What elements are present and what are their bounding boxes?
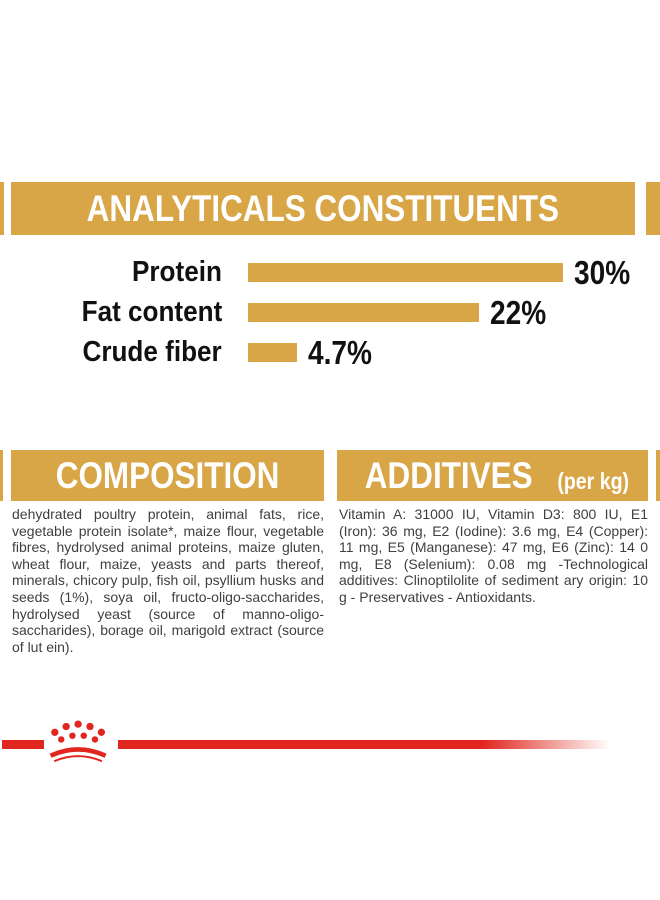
gold-edge-sliver-right xyxy=(646,182,660,235)
analytical-constituents-chart: Protein 30% Fat content 22% Crude fiber 4.7% xyxy=(0,0,660,420)
chart-category-label: Protein xyxy=(132,256,222,288)
chart-bar xyxy=(248,263,563,282)
chart-value-label: 22% xyxy=(490,293,547,331)
chart-category-label: Fat content xyxy=(81,296,222,328)
chart-row-crude-fiber: Crude fiber 4.7% xyxy=(0,334,660,371)
composition-title: COMPOSITION xyxy=(55,454,280,496)
brand-rule-fading-segment xyxy=(118,740,610,749)
analyticals-constituents-banner: ANALYTICALS CONSTITUENTS xyxy=(11,182,635,235)
gold-edge-sliver-right-2 xyxy=(656,450,660,501)
chart-value-label: 30% xyxy=(574,253,631,291)
additives-banner: ADDITIVES (per kg) xyxy=(337,450,648,501)
gold-edge-sliver-left-2 xyxy=(0,450,3,501)
royal-canin-crown-icon xyxy=(49,720,107,763)
chart-bar xyxy=(248,303,479,322)
chart-bar xyxy=(248,343,298,362)
chart-row-fat-content: Fat content 22% xyxy=(0,294,660,331)
chart-value-label: 4.7% xyxy=(308,333,373,371)
additives-unit-suffix: (per kg) xyxy=(557,468,630,494)
chart-category-label: Crude fiber xyxy=(82,336,222,368)
additives-title: ADDITIVES xyxy=(364,454,533,496)
analyticals-constituents-title: ANALYTICALS CONSTITUENTS xyxy=(86,187,560,229)
composition-banner: COMPOSITION xyxy=(11,450,324,501)
brand-rule-left-segment xyxy=(2,740,44,749)
chart-row-protein: Protein 30% xyxy=(0,254,660,291)
additives-text: Vitamin A: 31000 IU, Vitamin D3: 800 IU,… xyxy=(339,506,648,605)
gold-edge-sliver-left xyxy=(0,182,4,235)
composition-text: dehydrated poultry protein, animal fats,… xyxy=(12,506,324,655)
